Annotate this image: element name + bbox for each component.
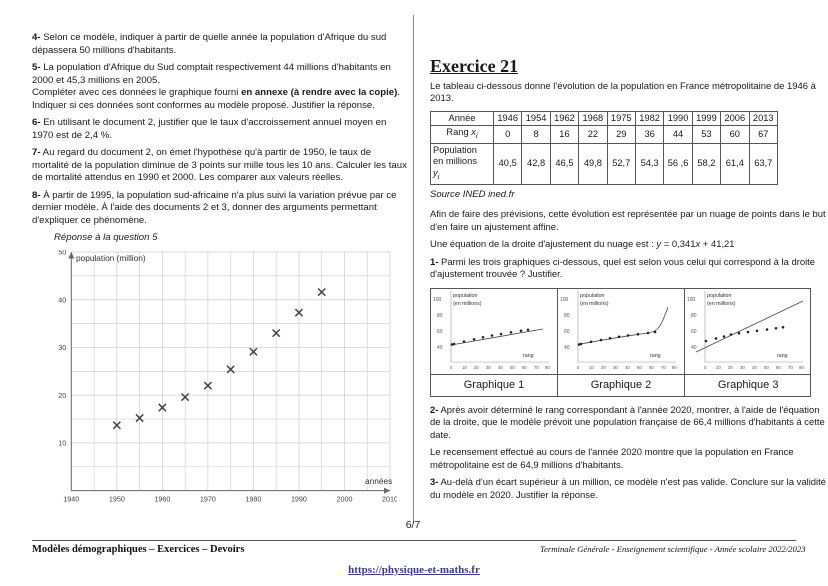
svg-text:30: 30 xyxy=(740,365,745,370)
svg-text:1970: 1970 xyxy=(200,494,216,503)
svg-text:100: 100 xyxy=(560,297,569,303)
svg-text:0: 0 xyxy=(704,365,707,370)
svg-text:60: 60 xyxy=(691,329,697,335)
svg-text:80: 80 xyxy=(799,365,804,370)
svg-text:20: 20 xyxy=(58,390,66,399)
svg-text:80: 80 xyxy=(564,313,570,319)
svg-text:60: 60 xyxy=(437,329,443,335)
svg-text:20: 20 xyxy=(601,365,606,370)
svg-text:70: 70 xyxy=(788,365,793,370)
svg-text:0: 0 xyxy=(577,365,580,370)
svg-text:1960: 1960 xyxy=(154,494,170,503)
svg-text:1990: 1990 xyxy=(291,494,307,503)
svg-text:50: 50 xyxy=(58,250,66,257)
svg-text:population: population xyxy=(707,293,732,299)
svg-text:30: 30 xyxy=(486,365,491,370)
svg-text:50: 50 xyxy=(764,365,769,370)
svg-text:50: 50 xyxy=(510,365,515,370)
svg-text:100: 100 xyxy=(687,297,696,303)
svg-text:70: 70 xyxy=(661,365,666,370)
svg-text:40: 40 xyxy=(752,365,757,370)
svg-text:30: 30 xyxy=(58,343,66,352)
svg-text:40: 40 xyxy=(691,345,697,351)
svg-text:10: 10 xyxy=(589,365,594,370)
svg-text:(en millions): (en millions) xyxy=(453,301,482,307)
svg-text:80: 80 xyxy=(691,313,697,319)
svg-text:40: 40 xyxy=(564,345,570,351)
svg-text:rang: rang xyxy=(650,353,661,359)
svg-text:70: 70 xyxy=(534,365,539,370)
svg-text:2000: 2000 xyxy=(336,494,352,503)
svg-text:10: 10 xyxy=(716,365,721,370)
svg-text:20: 20 xyxy=(474,365,479,370)
svg-text:rang: rang xyxy=(523,353,534,359)
svg-text:population: population xyxy=(453,293,478,299)
svg-text:40: 40 xyxy=(437,345,443,351)
svg-text:60: 60 xyxy=(776,365,781,370)
svg-text:1940: 1940 xyxy=(63,494,79,503)
svg-text:population (million): population (million) xyxy=(76,253,146,263)
svg-text:50: 50 xyxy=(637,365,642,370)
svg-text:80: 80 xyxy=(672,365,677,370)
svg-text:60: 60 xyxy=(564,329,570,335)
svg-text:40: 40 xyxy=(58,295,66,304)
svg-text:40: 40 xyxy=(498,365,503,370)
svg-text:20: 20 xyxy=(728,365,733,370)
svg-text:(en millions): (en millions) xyxy=(707,301,736,307)
svg-text:2010: 2010 xyxy=(382,494,397,503)
svg-text:80: 80 xyxy=(545,365,550,370)
svg-text:années: années xyxy=(365,476,392,486)
svg-text:80: 80 xyxy=(437,313,443,319)
svg-text:0: 0 xyxy=(450,365,453,370)
svg-text:population: population xyxy=(580,293,605,299)
svg-text:60: 60 xyxy=(649,365,654,370)
svg-text:100: 100 xyxy=(433,297,442,303)
svg-text:10: 10 xyxy=(58,438,66,447)
svg-text:1980: 1980 xyxy=(245,494,261,503)
svg-text:(en millions): (en millions) xyxy=(580,301,609,307)
svg-text:rang: rang xyxy=(777,353,788,359)
svg-text:10: 10 xyxy=(462,365,467,370)
svg-text:30: 30 xyxy=(613,365,618,370)
svg-text:1950: 1950 xyxy=(109,494,125,503)
svg-text:40: 40 xyxy=(625,365,630,370)
svg-text:60: 60 xyxy=(522,365,527,370)
